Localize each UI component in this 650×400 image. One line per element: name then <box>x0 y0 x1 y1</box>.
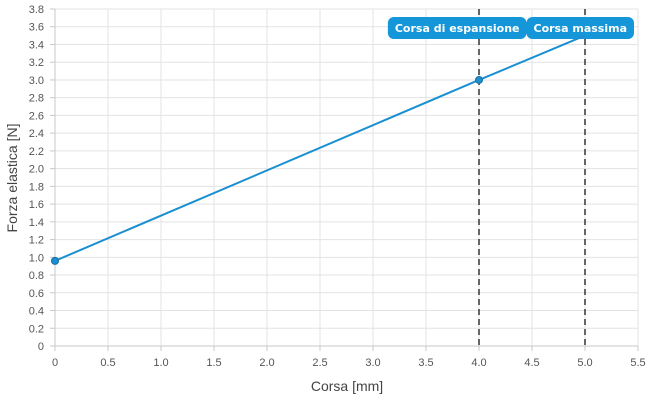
y-tick-label: 2.8 <box>29 93 44 105</box>
x-tick-label: 3.5 <box>418 357 433 369</box>
y-tick-label: 3.0 <box>29 75 44 87</box>
x-tick-label: 4.5 <box>524 357 539 369</box>
y-tick-label: 2.2 <box>29 146 44 158</box>
data-point[interactable] <box>475 75 483 84</box>
marker-label-box <box>526 17 634 39</box>
x-axis-title: Corsa [mm] <box>311 378 383 394</box>
x-tick-label: 5.5 <box>630 357 645 369</box>
y-tick-label: 3.4 <box>29 39 44 51</box>
y-tick-label: 3.8 <box>29 4 44 16</box>
y-tick-label: 3.6 <box>29 22 44 34</box>
x-tick-label: 5.0 <box>577 357 592 369</box>
y-tick-label: 0.2 <box>29 323 44 335</box>
marker-label: Corsa massima <box>534 22 628 35</box>
y-tick-label: 3.2 <box>29 57 44 69</box>
y-tick-label: 1.2 <box>29 235 44 247</box>
x-tick-label: 3.0 <box>365 357 380 369</box>
marker-label-box <box>387 17 527 39</box>
data-point[interactable] <box>51 256 59 265</box>
x-tick-label: 0 <box>52 357 58 369</box>
y-tick-label: 1.4 <box>29 217 44 229</box>
marker-label: Corsa di espansione <box>395 22 520 35</box>
tick-labels: 0 0.5 1.0 1.5 2.0 2.5 3.0 3.5 4.0 4.5 5.0 5.5 0 0.2 0.… <box>29 4 646 369</box>
y-tick-label: 0.6 <box>29 288 44 300</box>
reference-markers: Corsa di espansione Corsa massima <box>387 9 634 346</box>
y-tick-label: 0.4 <box>29 306 44 318</box>
y-tick-label: 0.8 <box>29 270 44 282</box>
data-series <box>51 34 586 265</box>
y-tick-label: 1.6 <box>29 199 44 211</box>
y-tick-label: 1.0 <box>29 252 44 264</box>
y-tick-label: 2.4 <box>29 128 44 140</box>
y-tick-label: 2.6 <box>29 110 44 122</box>
y-tick-label: 1.8 <box>29 181 44 193</box>
x-tick-label: 2.5 <box>312 357 327 369</box>
x-tick-label: 2.0 <box>259 357 274 369</box>
x-tick-label: 0.5 <box>100 357 115 369</box>
y-tick-label: 2.0 <box>29 164 44 176</box>
x-tick-label: 1.5 <box>206 357 221 369</box>
x-tick-label: 4.0 <box>471 357 486 369</box>
y-tick-label: 0 <box>38 341 44 353</box>
x-tick-label: 1.0 <box>153 357 168 369</box>
axes <box>50 8 639 351</box>
y-axis-title: Forza elastica [N] <box>4 124 20 233</box>
grid <box>54 8 639 347</box>
